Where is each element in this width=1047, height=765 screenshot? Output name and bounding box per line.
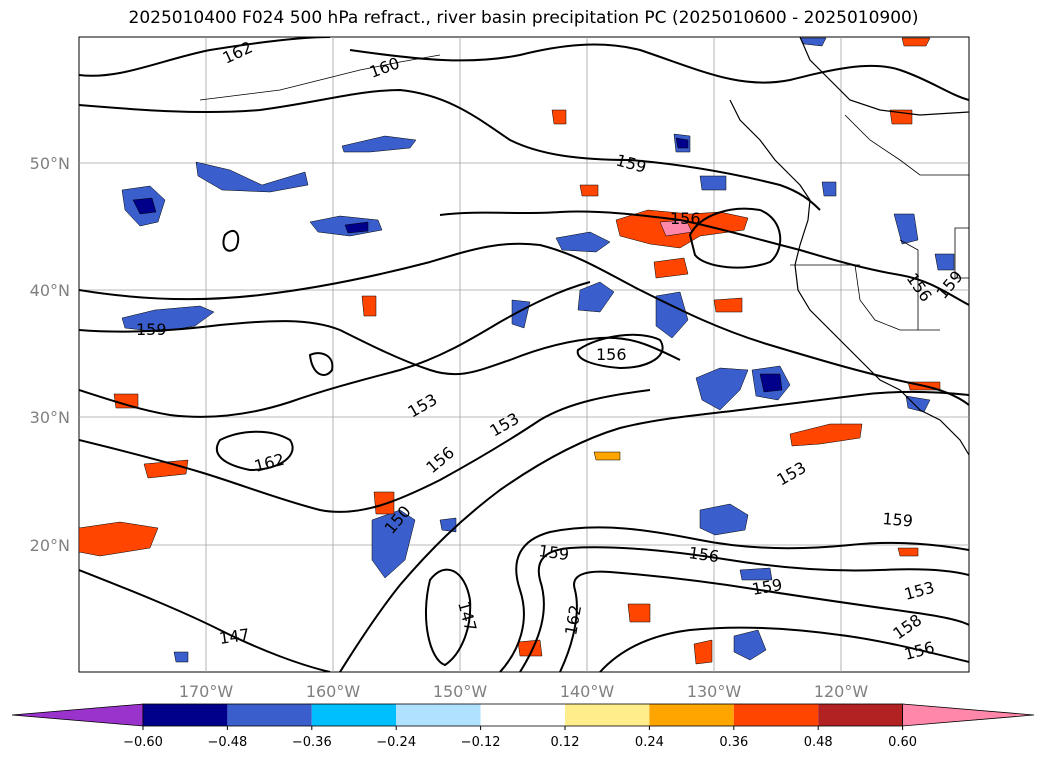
latitude-labels: 50°N 40°N 30°N 20°N bbox=[30, 154, 70, 555]
colorbar-tick-label: 0.12 bbox=[551, 735, 580, 750]
lon-label: 140°W bbox=[560, 682, 615, 701]
colorbar-segment bbox=[143, 704, 228, 726]
graticule bbox=[79, 37, 969, 672]
colorbar-tick-label: 0.60 bbox=[888, 735, 917, 750]
colorbar-segment bbox=[733, 704, 819, 726]
colorbar-tick-label: 0.48 bbox=[804, 735, 833, 750]
refractivity-contours bbox=[79, 37, 969, 672]
colorbar-outline bbox=[142, 703, 903, 727]
colorbar-extension-high bbox=[902, 703, 1035, 727]
colorbar-segment bbox=[565, 704, 650, 726]
contour-label: 156 bbox=[687, 543, 720, 566]
colorbar-tick-label: −0.12 bbox=[461, 735, 501, 750]
lon-label: 120°W bbox=[814, 682, 869, 701]
lat-label: 20°N bbox=[30, 536, 70, 555]
colorbar-tick-label: −0.60 bbox=[123, 735, 163, 750]
colorbar-segment bbox=[311, 704, 397, 726]
colorbar-tick-label: −0.48 bbox=[207, 735, 247, 750]
coastlines bbox=[199, 37, 969, 456]
colorbar-segment bbox=[649, 704, 734, 726]
lon-label: 160°W bbox=[306, 682, 361, 701]
contour-label: 159 bbox=[537, 541, 570, 564]
colorbar-segment bbox=[396, 704, 481, 726]
lat-label: 40°N bbox=[30, 281, 70, 300]
lon-label: 150°W bbox=[433, 682, 488, 701]
lon-label: 170°W bbox=[179, 682, 234, 701]
colorbar-tick-label: −0.24 bbox=[376, 735, 416, 750]
contour-label: 156 bbox=[596, 345, 627, 364]
longitude-labels: 170°W 160°W 150°W 140°W 130°W 120°W bbox=[179, 682, 869, 701]
precip-shading bbox=[79, 37, 955, 665]
contour-labels: 162 160 159 156 159 156 156 159 153 153 … bbox=[136, 37, 967, 663]
colorbar-extension-low bbox=[11, 703, 144, 727]
colorbar-segment bbox=[818, 704, 903, 726]
contour-label: 159 bbox=[882, 509, 914, 531]
colorbar-tick-label: 0.36 bbox=[719, 735, 748, 750]
contour-label: 159 bbox=[136, 320, 167, 339]
colorbar-tick-label: 0.24 bbox=[635, 735, 664, 750]
contour-label: 147 bbox=[218, 625, 251, 648]
lat-label: 50°N bbox=[30, 154, 70, 173]
lon-label: 130°W bbox=[687, 682, 742, 701]
negative-pc-regions bbox=[121, 37, 955, 663]
contour-label: 156 bbox=[670, 209, 701, 228]
map-title: 2025010400 F024 500 hPa refract., river … bbox=[128, 8, 919, 28]
lat-label: 30°N bbox=[30, 408, 70, 427]
colorbar-segment bbox=[227, 704, 312, 726]
colorbar: −0.60 −0.48 −0.36 −0.24 −0.12 0.12 0.24 0.36 0.4… bbox=[11, 703, 1035, 750]
colorbar-tick-label: −0.36 bbox=[292, 735, 332, 750]
colorbar-segment bbox=[480, 704, 565, 726]
